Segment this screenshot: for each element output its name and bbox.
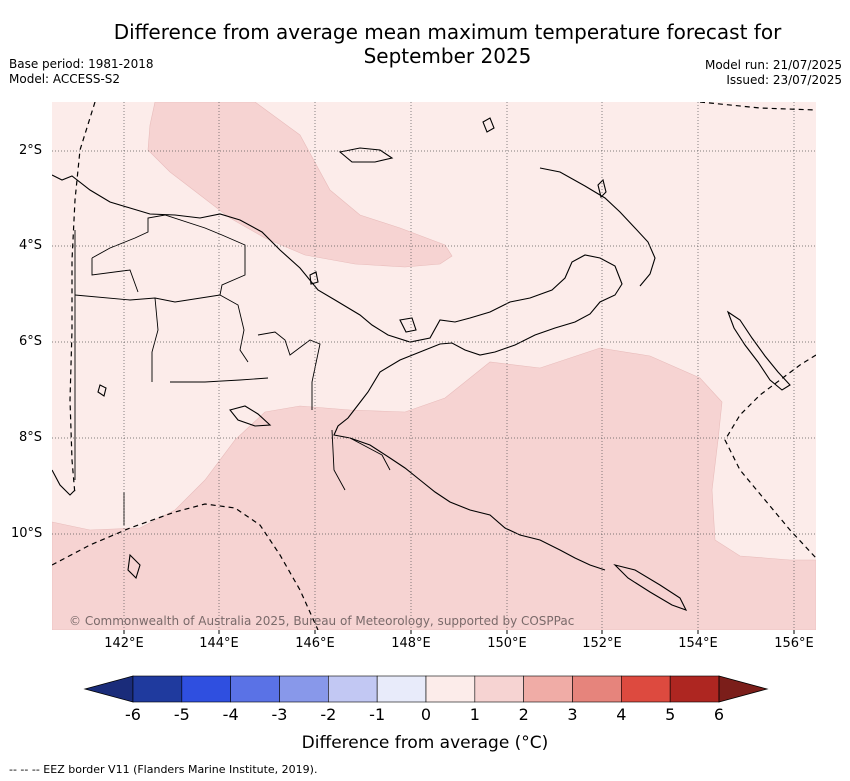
colorbar-segment (279, 675, 329, 703)
colorbar-segment (621, 675, 671, 703)
lon-label: 146°E (295, 636, 335, 651)
lon-label: 154°E (678, 636, 718, 651)
issued-date: Issued: 23/07/2025 (726, 73, 842, 87)
colorbar-segment (230, 675, 280, 703)
coastlines (52, 117, 791, 611)
province-borders (74, 214, 391, 525)
lon-label: 148°E (391, 636, 431, 651)
colorbar-tick-label: -4 (222, 705, 239, 724)
lon-label: 152°E (582, 636, 622, 651)
anomaly-region-1-2-north (147, 102, 453, 268)
colorbar-tick-label: 1 (469, 705, 480, 724)
colorbar-over-extension (718, 675, 769, 703)
title-line-1: Difference from average mean maximum tem… (113, 20, 782, 44)
colorbar-tick-label: 5 (665, 705, 676, 724)
colorbar-tick-label: 0 (420, 705, 432, 724)
lon-label: 156°E (774, 636, 814, 651)
lon-label: 142°E (104, 636, 144, 651)
colorbar-segment (669, 675, 720, 703)
lat-label: 8°S (19, 430, 43, 445)
colorbar-segment (572, 675, 622, 703)
lat-label: 2°S (19, 143, 43, 158)
colorbar-tick-label: 6 (713, 705, 725, 724)
axis-ticks (123, 630, 795, 634)
lon-label: 144°E (199, 636, 239, 651)
graticule (52, 102, 816, 630)
colorbar-label: Difference from average (°C) (301, 733, 549, 753)
title-line-2: September 2025 (363, 44, 532, 68)
anomaly-region-1-2-south (52, 347, 816, 630)
colorbar-tick-label: 4 (616, 705, 627, 724)
colorbar-tick-label: -6 (125, 705, 141, 724)
map-title: Difference from average mean maximum tem… (80, 20, 815, 68)
lat-label: 4°S (19, 238, 43, 253)
colorbar-segment (523, 675, 573, 703)
eez-borders (52, 102, 816, 630)
colorbar-segment (328, 675, 378, 703)
colorbar-segment (181, 675, 231, 703)
colorbar-segment (425, 675, 476, 703)
colorbar-tick-label: -3 (271, 705, 288, 724)
colorbar-tick-label: -2 (320, 705, 337, 724)
lat-label: 6°S (19, 334, 43, 349)
meta-left: Base period: 1981-2018 Model: ACCESS-S2 (9, 57, 154, 87)
model-name: Model: ACCESS-S2 (9, 72, 121, 86)
meta-right: Model run: 21/07/2025 Issued: 23/07/2025 (705, 58, 842, 88)
colorbar (83, 675, 769, 703)
colorbar-tick-label: -1 (369, 705, 386, 724)
colorbar-under-extension (83, 675, 134, 703)
colorbar-segment (474, 675, 524, 703)
lat-label: 10°S (11, 526, 43, 541)
base-period: Base period: 1981-2018 (9, 57, 154, 71)
colorbar-tick-label: -5 (173, 705, 190, 724)
colorbar-tick-label: 2 (518, 705, 529, 724)
model-run: Model run: 21/07/2025 (704, 58, 842, 72)
lon-label: 150°E (487, 636, 527, 651)
colorbar-segment (132, 675, 183, 703)
eez-footnote: -- -- -- EEZ border V11 (Flanders Marine… (9, 763, 318, 776)
colorbar-tick-label: 3 (567, 705, 578, 724)
copyright-notice: © Commonwealth of Australia 2025, Bureau… (69, 614, 575, 628)
colorbar-segment (376, 675, 427, 703)
